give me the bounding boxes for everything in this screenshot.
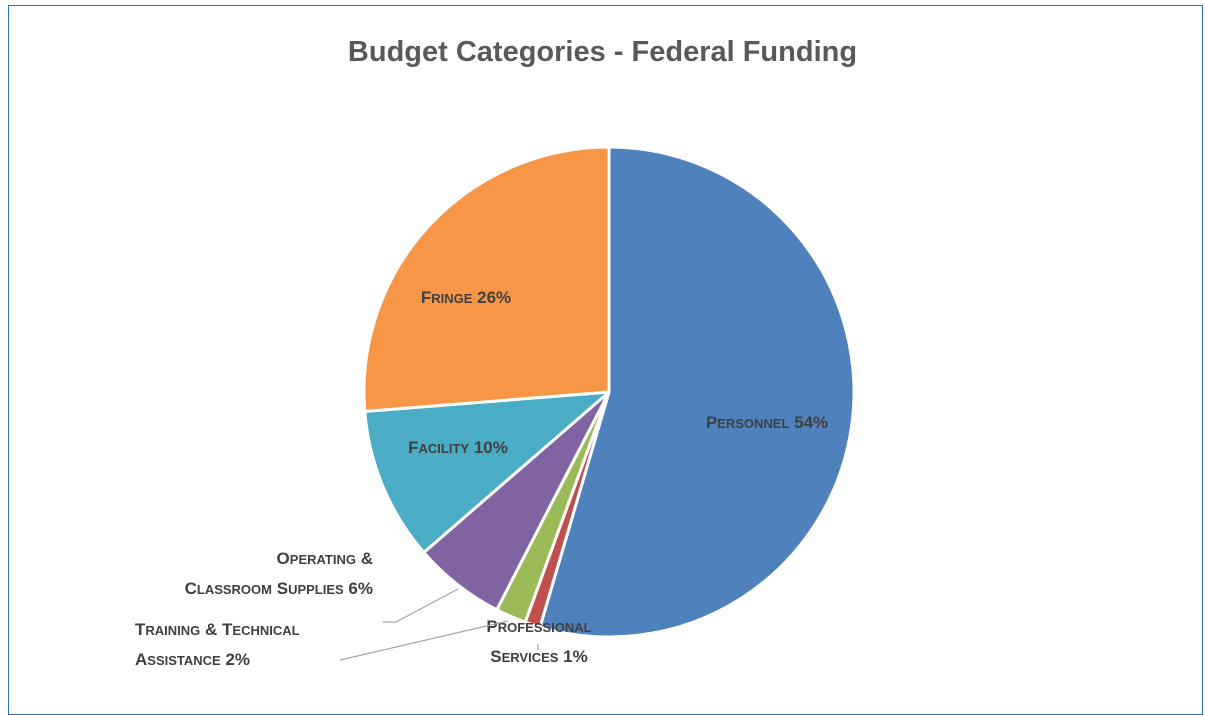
- data-label-personnel: PERSONNEL 54%: [706, 413, 828, 432]
- data-label-professional-services: PROFESSIONAL SERVICES 1%: [486, 617, 591, 666]
- leader-line: [339, 620, 509, 661]
- leader-line: [383, 588, 459, 623]
- data-label-operating-classroom-supplies: OPERATING & CLASSROOM SUPPLIES 6%: [185, 549, 373, 598]
- pie-slice-personnel: [538, 145, 856, 639]
- pie-slice-facility: [363, 390, 611, 554]
- data-label-training-technical-assistance: TRAINING & TECHNICAL ASSISTANCE 2%: [135, 620, 300, 669]
- data-label-fringe: FRINGE 26%: [421, 288, 511, 307]
- data-label-facility: FACILITY 10%: [408, 438, 508, 457]
- pie-slice-fringe: [362, 145, 611, 413]
- chart-title: Budget Categories - Federal Funding: [347, 36, 858, 68]
